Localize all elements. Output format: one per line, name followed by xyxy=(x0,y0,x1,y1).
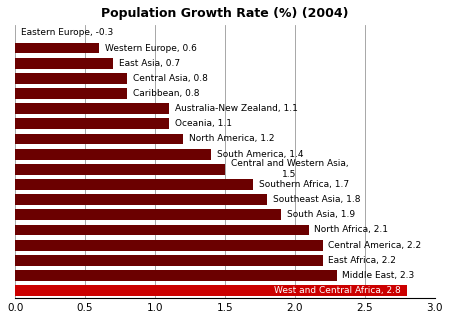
Bar xyxy=(15,209,281,220)
Bar xyxy=(15,133,183,144)
Text: East Africa, 2.2: East Africa, 2.2 xyxy=(328,256,396,265)
Text: Oceania, 1.1: Oceania, 1.1 xyxy=(175,119,232,128)
Bar xyxy=(15,73,127,84)
Text: Central Asia, 0.8: Central Asia, 0.8 xyxy=(133,74,207,83)
Text: West and Central Africa, 2.8: West and Central Africa, 2.8 xyxy=(274,286,401,295)
Bar xyxy=(15,149,211,160)
Bar xyxy=(15,255,323,266)
Text: Middle East, 2.3: Middle East, 2.3 xyxy=(342,271,415,280)
Text: North America, 1.2: North America, 1.2 xyxy=(189,134,274,143)
Text: Caribbean, 0.8: Caribbean, 0.8 xyxy=(133,89,199,98)
Text: Southern Africa, 1.7: Southern Africa, 1.7 xyxy=(259,180,349,189)
Bar xyxy=(15,118,169,129)
Text: South America, 1.4: South America, 1.4 xyxy=(216,150,303,159)
Text: Western Europe, 0.6: Western Europe, 0.6 xyxy=(105,44,197,52)
Bar xyxy=(15,285,407,296)
Bar xyxy=(15,58,113,69)
Bar xyxy=(15,225,309,236)
Bar xyxy=(15,194,267,205)
Title: Population Growth Rate (%) (2004): Population Growth Rate (%) (2004) xyxy=(101,7,349,20)
Text: Eastern Europe, -0.3: Eastern Europe, -0.3 xyxy=(21,28,113,37)
Text: Southeast Asia, 1.8: Southeast Asia, 1.8 xyxy=(273,195,360,204)
Text: East Asia, 0.7: East Asia, 0.7 xyxy=(119,59,180,68)
Bar xyxy=(15,270,337,281)
Bar xyxy=(15,240,323,251)
Text: North Africa, 2.1: North Africa, 2.1 xyxy=(315,226,388,235)
Bar xyxy=(15,179,253,190)
Bar xyxy=(15,164,225,175)
Bar xyxy=(15,43,99,53)
Bar xyxy=(15,103,169,114)
Text: Central America, 2.2: Central America, 2.2 xyxy=(328,241,422,250)
Text: Central and Western Asia,
1.5: Central and Western Asia, 1.5 xyxy=(230,159,348,180)
Bar xyxy=(15,88,127,99)
Text: South Asia, 1.9: South Asia, 1.9 xyxy=(287,210,355,219)
Text: Australia-New Zealand, 1.1: Australia-New Zealand, 1.1 xyxy=(175,104,297,113)
